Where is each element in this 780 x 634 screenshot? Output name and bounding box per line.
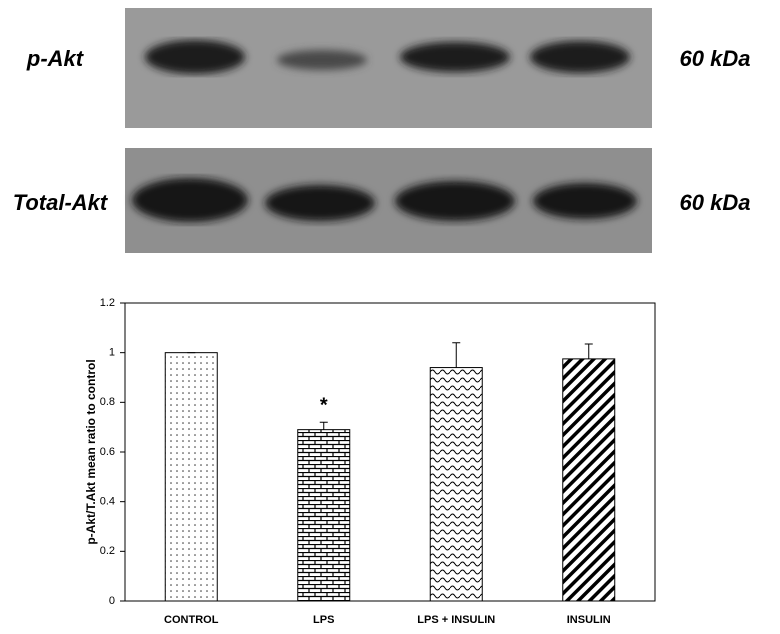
blot-label: p-Akt (26, 46, 85, 71)
y-tick-label: 0.6 (100, 446, 115, 458)
blot-size: 60 kDa (680, 190, 751, 215)
bar (562, 358, 616, 602)
error-bar (319, 421, 328, 430)
y-tick-label: 0 (109, 595, 115, 607)
y-tick-label: 0.2 (100, 545, 115, 557)
x-tick-label: LPS + INSULIN (417, 614, 495, 626)
bar (164, 352, 218, 602)
y-axis-label: p-Akt/T.Akt mean ratio to control (84, 359, 98, 544)
blot-bands (145, 40, 630, 74)
y-tick-label: 0.8 (100, 396, 115, 408)
x-tick-label: INSULIN (567, 614, 611, 626)
y-tick-label: 1 (109, 347, 115, 359)
y-tick-label: 1.2 (100, 297, 115, 309)
error-bar (452, 342, 461, 368)
x-tick-label: LPS (313, 614, 334, 626)
blot-panel: p-Akt 60 kDa Total-Akt 60 kDa (13, 8, 751, 253)
annotation: * (320, 394, 328, 416)
bar (429, 367, 483, 602)
error-bar (584, 343, 593, 359)
bar (297, 429, 351, 602)
blot-bands (132, 178, 637, 222)
x-tick-label: CONTROL (164, 614, 219, 626)
blot-size: 60 kDa (680, 46, 751, 71)
y-tick-label: 0.4 (100, 496, 115, 508)
blot-label: Total-Akt (13, 190, 109, 215)
